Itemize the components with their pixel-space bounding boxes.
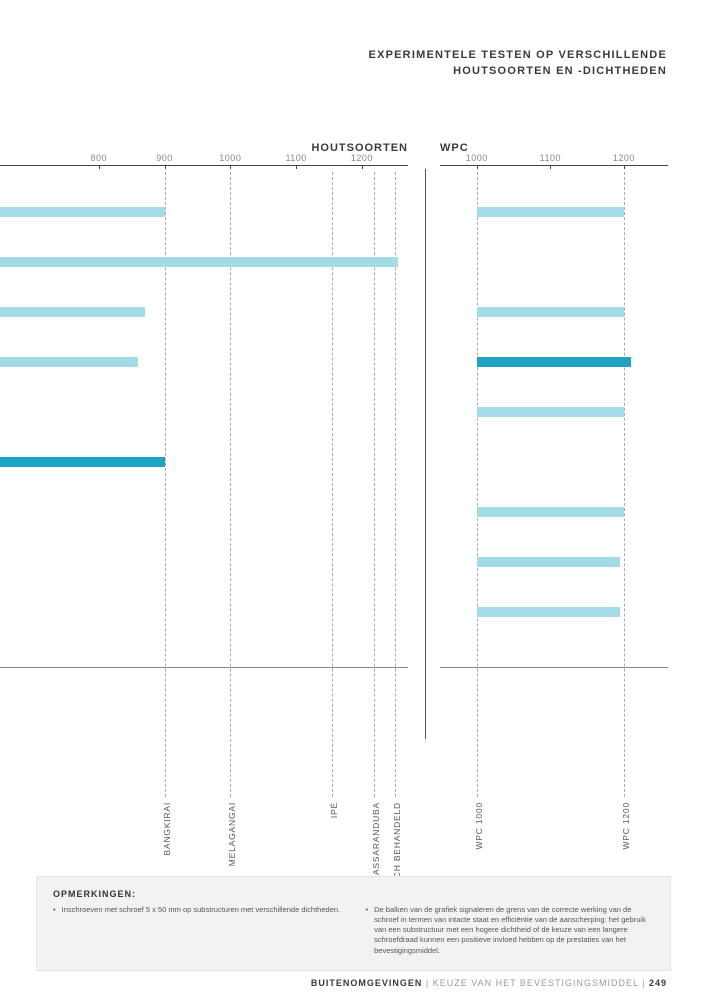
notes-col-2: De balken van de grafiek signaleren de g… [366, 905, 655, 956]
right-category-line [477, 172, 478, 797]
left-tick-mark [296, 165, 297, 169]
left-tick-mark [165, 165, 166, 169]
right-tick-label: 1000 [466, 153, 488, 163]
notes-col-1: Inschroeven met schroef 5 x 50 mm op sub… [53, 905, 342, 956]
right-bar [477, 557, 620, 567]
chart-column-separator [425, 169, 426, 739]
left-tick-label: 1100 [285, 153, 306, 163]
title-line-1: EXPERIMENTELE TESTEN OP VERSCHILLENDE [369, 49, 667, 61]
left-tick-label: 900 [156, 153, 173, 163]
footer-section: BUITENOMGEVINGEN [311, 978, 423, 988]
right-category-label: WPC 1000 [474, 802, 484, 850]
left-bar [0, 207, 165, 217]
left-category-label: BANGKIRAI [162, 802, 172, 856]
right-chart-label: WPC [440, 142, 469, 154]
right-bar [477, 357, 631, 367]
right-baseline [440, 667, 668, 668]
right-tick-label: 1100 [540, 153, 561, 163]
right-axis-line [440, 165, 668, 166]
left-bar [0, 257, 398, 267]
left-tick-label: 1000 [219, 153, 241, 163]
left-baseline [0, 667, 408, 668]
notes-title: OPMERKINGEN: [53, 889, 654, 899]
notes-box: OPMERKINGEN: Inschroeven met schroef 5 x… [36, 876, 671, 971]
left-tick-mark [99, 165, 100, 169]
chart-area: HOUTSOORTEN800900100011001200BANGKIRAIME… [0, 137, 707, 707]
right-bar [477, 307, 624, 317]
right-tick-label: 1200 [613, 153, 635, 163]
right-bar [477, 407, 624, 417]
left-tick-mark [362, 165, 363, 169]
notes-bullet-2: De balken van de grafiek signaleren de g… [366, 905, 655, 956]
left-category-label: MELAGANGAI [227, 802, 237, 866]
notes-bullet-1: Inschroeven met schroef 5 x 50 mm op sub… [53, 905, 342, 915]
right-tick-mark [624, 165, 625, 169]
notes-columns: Inschroeven met schroef 5 x 50 mm op sub… [53, 905, 654, 956]
left-category-label: IPÉ [329, 802, 339, 818]
right-bar [477, 507, 624, 517]
left-tick-label: 1200 [351, 153, 373, 163]
footer-subsection: KEUZE VAN HET BEVESTIGINGSMIDDEL [433, 978, 639, 988]
right-tick-mark [550, 165, 551, 169]
right-category-label: WPC 1200 [621, 802, 631, 850]
left-category-label: MASSARANDUBA [371, 802, 381, 883]
left-bar [0, 307, 145, 317]
left-bar [0, 457, 165, 467]
right-category-line [624, 172, 625, 797]
page-title: EXPERIMENTELE TESTEN OP VERSCHILLENDE HO… [369, 48, 667, 80]
title-line-2: HOUTSOORTEN EN -DICHTHEDEN [453, 65, 667, 77]
left-bar [0, 357, 138, 367]
right-bar [477, 607, 620, 617]
page-footer: BUITENOMGEVINGEN | KEUZE VAN HET BEVESTI… [311, 978, 667, 988]
left-tick-mark [230, 165, 231, 169]
right-tick-mark [477, 165, 478, 169]
left-axis-line [0, 165, 408, 166]
right-bar [477, 207, 624, 217]
left-tick-label: 800 [90, 153, 107, 163]
footer-page-number: 249 [649, 978, 667, 988]
